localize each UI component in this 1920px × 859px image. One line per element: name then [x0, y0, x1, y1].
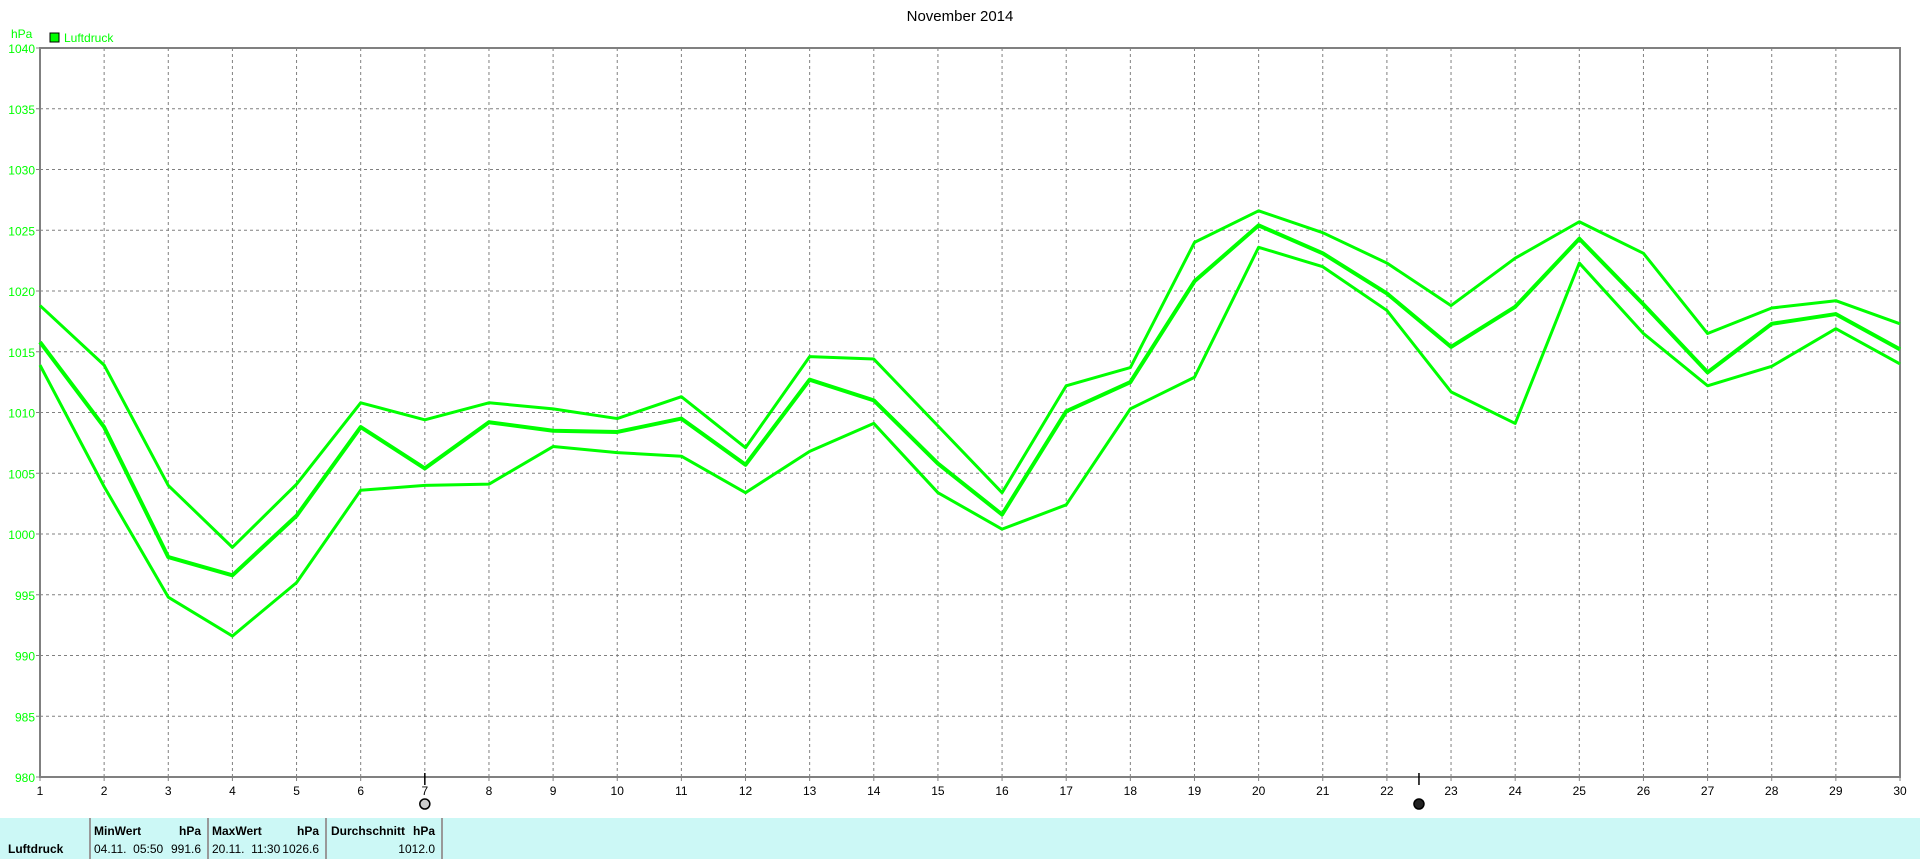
y-tick-label: 1010 — [8, 407, 35, 421]
stats-table: Luftdruck MinWert hPa 04.11. 05:50 991.6… — [0, 818, 1920, 859]
x-tick-label: 24 — [1508, 784, 1522, 798]
x-tick-label: 4 — [229, 784, 236, 798]
x-tick-label: 8 — [486, 784, 493, 798]
x-tick-label: 7 — [421, 784, 428, 798]
x-tick-label: 20 — [1252, 784, 1266, 798]
max-time: 20.11. 11:30 — [212, 842, 281, 856]
x-tick-label: 10 — [611, 784, 625, 798]
stats-row-label: Luftdruck — [8, 842, 64, 856]
x-tick-label: 25 — [1573, 784, 1587, 798]
plot-frame — [39, 47, 1901, 778]
y-tick-label: 1035 — [8, 103, 35, 117]
x-tick-label: 19 — [1188, 784, 1202, 798]
x-tick-label: 28 — [1765, 784, 1779, 798]
x-tick-label: 15 — [931, 784, 945, 798]
legend-label: Luftdruck — [64, 31, 114, 45]
y-tick-label: 1040 — [8, 42, 35, 56]
x-tick-label: 29 — [1829, 784, 1843, 798]
min-time: 04.11. 05:50 — [94, 842, 164, 856]
x-tick-label: 3 — [165, 784, 172, 798]
y-tick-label: 1000 — [8, 528, 35, 542]
series-line-3 — [38, 245, 1901, 638]
x-tick-label: 11 — [675, 784, 688, 798]
x-tick-label: 12 — [739, 784, 753, 798]
y-tick-label: 990 — [15, 650, 35, 664]
min-value: 991.6 — [170, 842, 201, 856]
legend-swatch — [49, 32, 60, 43]
y-tick-label: 980 — [15, 771, 35, 785]
y-tick-label: 985 — [15, 710, 35, 724]
x-tick-label: 1 — [37, 784, 44, 798]
x-tick-label: 26 — [1637, 784, 1651, 798]
x-tick-label: 30 — [1893, 784, 1907, 798]
y-tick-label: 1020 — [8, 285, 35, 299]
x-tick-label: 23 — [1444, 784, 1458, 798]
y-tick-label: 995 — [15, 589, 35, 603]
x-tick-label: 18 — [1124, 784, 1138, 798]
chart-title: November 2014 — [907, 8, 1014, 25]
x-tick-label: 22 — [1380, 784, 1394, 798]
avg-unit: hPa — [412, 824, 435, 838]
max-header: MaxWert — [212, 824, 262, 838]
x-tick-label: 13 — [803, 784, 817, 798]
x-tick-label: 16 — [995, 784, 1009, 798]
x-tick-label: 6 — [357, 784, 364, 798]
y-axis-unit: hPa — [11, 27, 33, 41]
max-value: 1026.6 — [282, 842, 319, 856]
min-header: MinWert — [94, 824, 142, 838]
avg-value: 1012.0 — [398, 842, 435, 856]
x-tick-label: 14 — [867, 784, 881, 798]
y-tick-label: 1030 — [8, 164, 35, 178]
x-tick-label: 9 — [550, 784, 557, 798]
x-tick-label: 21 — [1316, 784, 1330, 798]
avg-header: Durchschnitt — [331, 824, 406, 838]
series-line-2 — [38, 223, 1901, 578]
full-moon-icon — [419, 798, 431, 810]
x-tick-label: 17 — [1060, 784, 1074, 798]
max-unit: hPa — [296, 824, 319, 838]
y-tick-label: 1015 — [8, 346, 35, 360]
series-line-1 — [38, 209, 1901, 549]
x-tick-label: 2 — [101, 784, 108, 798]
y-tick-label: 1005 — [8, 467, 35, 481]
min-unit: hPa — [178, 824, 201, 838]
x-tick-label: 5 — [293, 784, 300, 798]
y-tick-label: 1025 — [8, 224, 35, 238]
new-moon-icon — [1413, 798, 1425, 810]
x-tick-label: 27 — [1701, 784, 1715, 798]
